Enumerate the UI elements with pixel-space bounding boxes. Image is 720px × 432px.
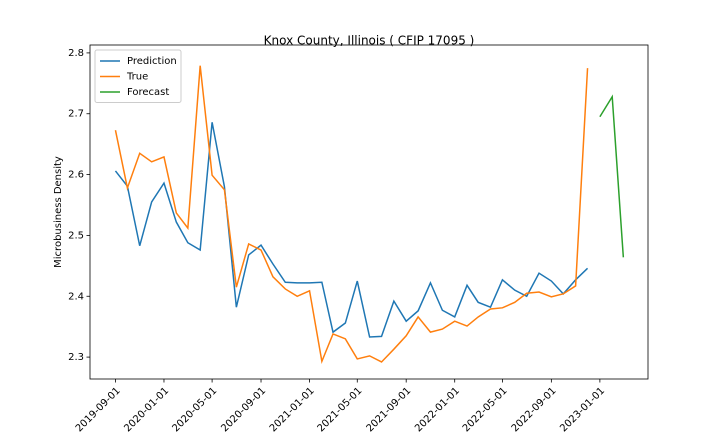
x-tick-label: 2022-05-01 xyxy=(461,385,510,432)
x-tick-label: 2021-01-01 xyxy=(268,385,317,432)
chart-title: Knox County, Illinois ( CFIP 17095 ) xyxy=(264,34,475,48)
legend-label: True xyxy=(126,72,148,83)
x-tick-label: 2022-01-01 xyxy=(413,385,462,432)
series-line xyxy=(114,65,589,365)
y-tick-label: 2.4 xyxy=(68,291,84,302)
y-axis-label: Microbusiness Density xyxy=(53,156,64,268)
x-tick-label: 2020-05-01 xyxy=(170,385,219,432)
x-tick-label: 2021-05-01 xyxy=(316,385,365,432)
y-tick-label: 2.5 xyxy=(68,230,84,241)
plot-frame xyxy=(89,44,649,380)
legend-label: Prediction xyxy=(127,56,177,67)
y-tick-label: 2.6 xyxy=(68,170,84,181)
x-tick-label: 2020-01-01 xyxy=(122,385,171,432)
y-tick-label: 2.7 xyxy=(68,109,84,120)
series-line xyxy=(114,122,589,338)
y-tick-label: 2.3 xyxy=(68,352,84,363)
x-tick-label: 2023-01-01 xyxy=(558,385,607,432)
y-tick-label: 2.8 xyxy=(68,48,84,59)
x-tick-label: 2021-09-01 xyxy=(365,385,414,432)
x-tick-label: 2019-09-01 xyxy=(74,385,123,432)
x-tick-label: 2020-09-01 xyxy=(219,385,268,432)
legend: Prediction True Forecast xyxy=(94,49,182,103)
legend-box xyxy=(94,49,182,103)
legend-label: Forecast xyxy=(127,87,169,98)
series-line xyxy=(599,94,625,258)
x-tick-label: 2022-09-01 xyxy=(510,385,559,432)
